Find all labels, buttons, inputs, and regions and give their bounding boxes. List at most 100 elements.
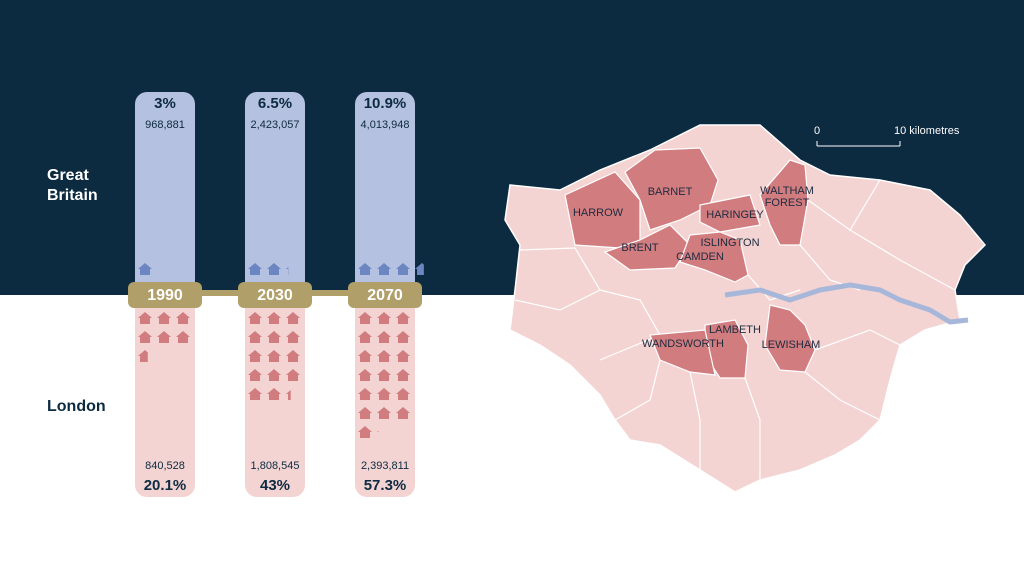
house-icon (377, 430, 379, 432)
house-shape (267, 263, 281, 275)
house-shape (286, 331, 300, 343)
house-shape (358, 426, 372, 438)
house-shape (377, 430, 379, 432)
year-pill (128, 282, 202, 308)
count-label: 1,808,545 (251, 460, 300, 472)
house-icon (396, 350, 410, 362)
house-shape (396, 407, 410, 419)
borough-label: WANDSWORTH (642, 338, 724, 350)
gb-column (355, 92, 415, 307)
house-shape (396, 331, 410, 343)
house-shape (286, 267, 289, 275)
year-label: 2070 (367, 287, 403, 304)
house-shape (286, 390, 291, 400)
house-icon (248, 331, 262, 343)
count-label: 2,423,057 (251, 119, 300, 131)
house-icon (358, 263, 372, 275)
house-shape (358, 331, 372, 343)
house-shape (248, 350, 262, 362)
house-shape (377, 388, 391, 400)
house-shape (415, 263, 424, 275)
house-icon (286, 267, 289, 275)
house-shape (248, 388, 262, 400)
house-shape (176, 312, 190, 324)
house-shape (377, 369, 391, 381)
count-label: 2,393,811 (361, 460, 409, 472)
house-icon (267, 312, 281, 324)
house-icon (396, 407, 410, 419)
house-icon (358, 350, 372, 362)
house-shape (138, 263, 152, 275)
house-icon (248, 350, 262, 362)
house-shape (358, 312, 372, 324)
gb-column (245, 92, 305, 307)
house-shape (286, 312, 300, 324)
house-icon (267, 350, 281, 362)
house-icon (138, 350, 148, 362)
house-shape (396, 388, 410, 400)
house-shape (248, 312, 262, 324)
house-shape (358, 388, 372, 400)
house-icon (176, 312, 190, 324)
house-shape (286, 350, 300, 362)
house-icon (358, 426, 372, 438)
house-icon (358, 331, 372, 343)
house-icon (396, 331, 410, 343)
scale-label: 0 (814, 125, 820, 137)
house-icon (396, 263, 410, 275)
borough-borders (514, 179, 956, 480)
house-shape (358, 350, 372, 362)
highlighted-boroughs (564, 147, 816, 379)
house-icon (358, 407, 372, 419)
house-shape (138, 331, 152, 343)
house-icon (138, 331, 152, 343)
house-shape (377, 263, 391, 275)
house-shape (358, 263, 372, 275)
scale-bar (816, 141, 901, 147)
house-shape (396, 369, 410, 381)
borough-label: LEWISHAM (761, 339, 821, 351)
borough-label: WALTHAM FOREST (760, 185, 814, 209)
year-pill (348, 282, 422, 308)
house-icon (176, 331, 190, 343)
house-icon (267, 263, 281, 275)
house-shape (248, 369, 262, 381)
house-shape (377, 407, 391, 419)
year-label: 2030 (257, 287, 293, 304)
percent-label: 20.1% (144, 477, 187, 494)
house-shape (267, 312, 281, 324)
count-label: 840,528 (145, 460, 185, 472)
house-icon (248, 388, 262, 400)
house-shape (377, 312, 391, 324)
house-icon (377, 388, 391, 400)
house-shape (138, 312, 152, 324)
house-icon (377, 407, 391, 419)
house-icon (286, 369, 300, 381)
house-icon (138, 312, 152, 324)
house-icon (358, 312, 372, 324)
region-label: London (47, 398, 106, 415)
percent-label: 10.9% (364, 95, 407, 112)
borough-label: ISLINGTON (700, 237, 760, 249)
house-icon (248, 263, 262, 275)
house-icon (377, 350, 391, 362)
house-icon (415, 263, 424, 275)
house-shape (267, 369, 281, 381)
house-icon (267, 369, 281, 381)
borough-label: BRENT (621, 242, 659, 254)
house-shape (377, 331, 391, 343)
house-shape (157, 312, 171, 324)
house-icon (358, 369, 372, 381)
borough-label: HARINGEY (706, 209, 764, 221)
house-icon (286, 390, 291, 400)
house-icon (377, 312, 391, 324)
house-icon (377, 263, 391, 275)
scale-label: 10 kilometres (894, 125, 960, 137)
map: 0 10 kilometres (504, 124, 987, 493)
gb-column (135, 92, 195, 307)
house-icon (396, 388, 410, 400)
london-outline (504, 124, 987, 493)
count-label: 968,881 (145, 119, 185, 131)
region-label: Great Britain (47, 167, 98, 204)
